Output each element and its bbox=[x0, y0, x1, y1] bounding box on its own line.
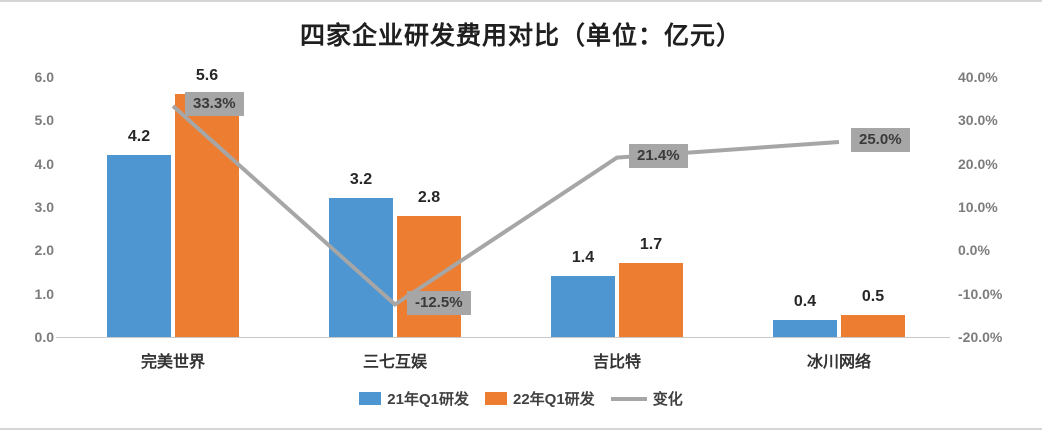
category-label: 完美世界 bbox=[140, 354, 205, 371]
bar-22q1 bbox=[841, 315, 905, 337]
legend: 21年Q1研发 22年Q1研发 变化 bbox=[0, 388, 1042, 409]
change-value-label: 33.3% bbox=[185, 92, 244, 117]
bar-value-label: 1.4 bbox=[571, 249, 595, 267]
bar-value-label: 3.2 bbox=[349, 171, 373, 189]
legend-label: 21年Q1研发 bbox=[387, 391, 469, 408]
secondary-axis-tick: 0.0% bbox=[958, 242, 990, 259]
legend-label: 变化 bbox=[652, 391, 683, 408]
bar-21q1 bbox=[773, 319, 837, 337]
secondary-axis-tick: -10.0% bbox=[958, 285, 1003, 302]
bar-21q1 bbox=[551, 276, 615, 337]
bar-22q1 bbox=[175, 94, 239, 337]
y-axis-tick: 1.0 bbox=[34, 285, 54, 302]
category-label: 冰川网络 bbox=[806, 354, 871, 371]
legend-item: 21年Q1研发 bbox=[359, 388, 469, 409]
y-axis-tick: 5.0 bbox=[34, 112, 54, 129]
change-value-label: 25.0% bbox=[851, 128, 910, 152]
bar-value-label: 0.4 bbox=[793, 292, 817, 310]
legend-swatch bbox=[359, 392, 382, 405]
y-axis-tick: 4.0 bbox=[34, 155, 54, 172]
secondary-axis-tick: 20.0% bbox=[958, 155, 998, 172]
bar-value-label: 5.6 bbox=[195, 67, 219, 85]
bar-21q1 bbox=[107, 155, 171, 337]
bar-21q1 bbox=[329, 198, 393, 337]
x-axis-line bbox=[56, 337, 950, 338]
secondary-axis-tick: 30.0% bbox=[958, 112, 998, 129]
y-axis-tick: 3.0 bbox=[34, 199, 54, 215]
bar-22q1 bbox=[619, 263, 683, 337]
y-axis-tick: 6.0 bbox=[34, 69, 54, 85]
secondary-axis-tick: 10.0% bbox=[958, 199, 998, 215]
chart-title: 四家企业研发费用对比（单位：亿元） bbox=[299, 22, 742, 50]
y-axis-tick: 2.0 bbox=[34, 242, 54, 259]
change-line bbox=[171, 104, 840, 308]
bar-value-label: 4.2 bbox=[127, 128, 151, 145]
bar-value-label: 0.5 bbox=[861, 288, 885, 306]
legend-item: 22年Q1研发 bbox=[484, 388, 595, 409]
change-value-label: -12.5% bbox=[407, 290, 471, 315]
change-value-label: 21.4% bbox=[629, 143, 688, 168]
legend-label: 22年Q1研发 bbox=[512, 391, 595, 408]
legend-line-marker bbox=[610, 396, 647, 401]
legend-swatch bbox=[484, 392, 507, 405]
secondary-axis-tick: 40.0% bbox=[958, 69, 998, 85]
y-axis-tick: 0.0 bbox=[34, 329, 54, 345]
secondary-axis-tick: -20.0% bbox=[958, 329, 1003, 345]
bar-value-label: 1.7 bbox=[639, 236, 663, 254]
category-label: 三七互娱 bbox=[362, 354, 427, 371]
bar-22q1 bbox=[397, 215, 461, 337]
legend-item: 变化 bbox=[610, 388, 683, 409]
category-label: 吉比特 bbox=[592, 354, 641, 371]
bar-value-label: 2.8 bbox=[417, 188, 441, 206]
